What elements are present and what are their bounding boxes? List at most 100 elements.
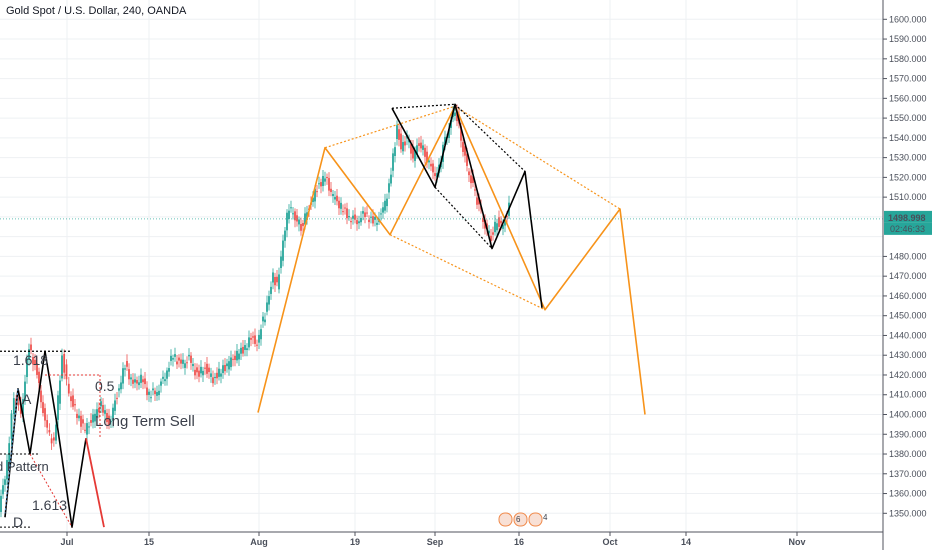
candle-body	[134, 379, 136, 383]
candle-body	[216, 372, 218, 379]
y-tick-label: 1370.000	[889, 469, 927, 479]
x-tick-label: Aug	[250, 537, 268, 547]
candle-body	[222, 365, 224, 374]
candle-body	[366, 212, 368, 214]
candle-body	[2, 485, 4, 495]
countdown-badge	[884, 222, 932, 235]
y-tick-label: 1570.000	[889, 74, 927, 84]
candle-body	[150, 397, 152, 399]
candle-body	[252, 336, 254, 338]
y-tick-label: 1530.000	[889, 153, 927, 163]
x-tick-label: 14	[681, 537, 691, 547]
candle-body	[402, 142, 404, 152]
candle-body	[42, 402, 44, 414]
candle-body	[302, 223, 304, 227]
candle-body	[490, 235, 492, 241]
candle-body	[124, 368, 126, 370]
candle-body	[422, 145, 424, 150]
black-dotted-top	[391, 103, 456, 109]
candle-body	[36, 363, 38, 375]
candle-body	[106, 412, 108, 423]
candle-body	[200, 366, 202, 374]
candle-body	[498, 217, 500, 227]
candle-body	[98, 407, 100, 413]
candle-body	[256, 344, 258, 346]
candle-body	[128, 369, 130, 380]
orange-pattern-line	[257, 105, 646, 415]
orange-dotted-xb	[324, 105, 456, 149]
candle-body	[286, 212, 288, 231]
candle-body	[214, 376, 216, 379]
candle-body	[372, 216, 374, 224]
x-tick-label: 16	[514, 537, 524, 547]
candle-body	[0, 495, 2, 513]
candle-body	[340, 202, 342, 209]
candle-body	[6, 459, 8, 480]
candle-body	[460, 126, 462, 141]
candle-body	[90, 420, 92, 423]
candle-body	[48, 430, 51, 433]
candle-body	[148, 391, 150, 395]
candle-body	[382, 207, 384, 213]
candle-body	[94, 413, 96, 422]
candle-body	[72, 395, 74, 407]
candle-body	[476, 197, 478, 205]
candle-body	[17, 402, 20, 406]
candle-body	[158, 390, 160, 396]
candle-body	[416, 145, 418, 155]
candle-body	[432, 163, 434, 173]
candle-body	[206, 363, 208, 374]
candle-body	[250, 337, 252, 340]
candle-body	[234, 355, 236, 360]
y-tick-label: 1480.000	[889, 251, 927, 261]
y-tick-label: 1540.000	[889, 133, 927, 143]
candle-body	[186, 362, 188, 364]
candle-body	[202, 370, 204, 376]
y-tick-label: 1440.000	[889, 330, 927, 340]
candle-body	[156, 392, 158, 396]
candle-body	[368, 219, 370, 223]
candle-body	[184, 363, 186, 368]
candle-body	[314, 188, 316, 202]
candle-body	[398, 129, 400, 140]
event-marker-count-a: 6	[516, 515, 521, 524]
x-tick-label: Oct	[602, 537, 617, 547]
candle-body	[332, 193, 334, 197]
candle-body	[496, 223, 498, 231]
candle-body	[55, 424, 57, 441]
candle-body	[116, 397, 118, 399]
candle-body	[260, 329, 262, 340]
candle-body	[298, 219, 300, 225]
candle-body	[386, 198, 388, 207]
candle-body	[100, 401, 102, 407]
candle-body	[246, 348, 248, 351]
candle-body	[404, 141, 406, 146]
candle-body	[176, 361, 178, 365]
candle-body	[208, 367, 210, 373]
fib-label-1: 1.618	[13, 352, 48, 368]
chart-title: Gold Spot / U.S. Dollar, 240, OANDA	[6, 5, 187, 17]
candle-body	[170, 355, 172, 361]
candle-body	[108, 415, 110, 426]
candle-body	[356, 220, 358, 225]
candle-body	[258, 334, 260, 343]
candle-body	[380, 213, 382, 215]
candle-body	[326, 176, 328, 179]
candle-body	[92, 414, 94, 423]
candle-body	[426, 151, 428, 163]
candle-body	[276, 276, 278, 283]
candle-body	[110, 421, 112, 423]
candle-body	[240, 347, 242, 354]
point-d-label: D	[13, 514, 23, 530]
candle-body	[418, 143, 420, 146]
candle-body	[436, 173, 438, 178]
black-pattern-line	[391, 103, 543, 308]
candle-body	[238, 353, 240, 360]
candle-body	[104, 410, 106, 414]
candle-body	[144, 378, 146, 385]
candle-body	[8, 443, 11, 469]
pattern-label: d Pattern	[0, 459, 49, 474]
candle-body	[194, 369, 196, 376]
